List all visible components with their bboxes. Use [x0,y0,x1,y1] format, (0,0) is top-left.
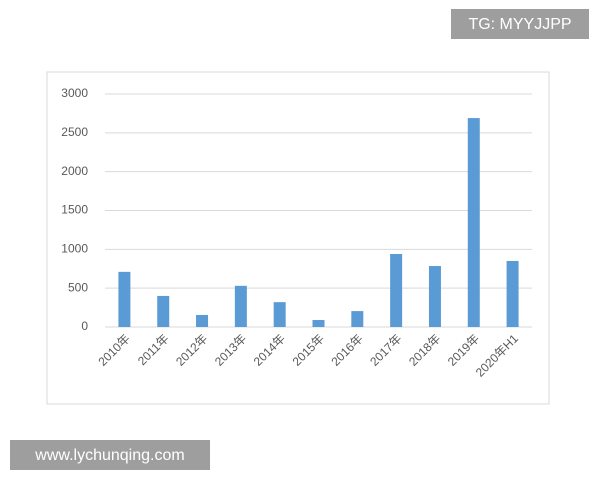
watermark: www.lychunqing.com [34,447,184,464]
watermark: TG: MYYJJPP [468,16,571,33]
y-tick-label: 1500 [61,203,88,217]
y-tick-label: 2000 [61,164,88,178]
bar [273,302,286,327]
bar [351,311,364,327]
watermark-box [10,440,210,470]
y-tick-label: 1000 [61,242,88,256]
bar [196,314,209,327]
bar [506,260,519,327]
chart-frame [46,71,550,405]
bar [467,118,480,328]
watermark-box [451,9,589,39]
bar [312,320,325,327]
bar [157,295,170,327]
y-tick-label: 500 [68,280,88,294]
y-tick-label: 2500 [61,125,88,139]
bar [234,285,247,327]
y-tick-label: 0 [81,319,88,333]
bar [390,253,403,327]
bar [428,266,441,327]
y-tick-label: 3000 [61,86,88,100]
bar [118,271,131,327]
